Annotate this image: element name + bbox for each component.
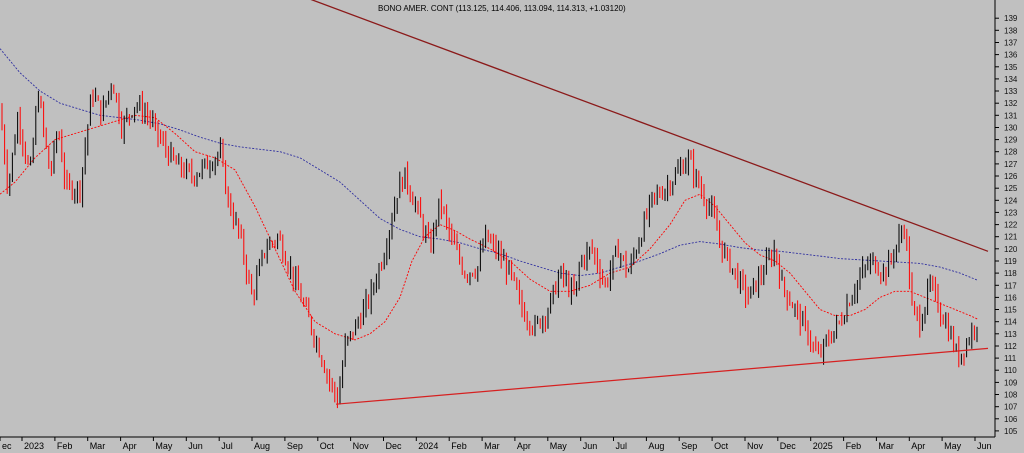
support-trendline xyxy=(335,347,989,405)
ma-short-layer xyxy=(0,114,979,341)
y-tick-label: 113 xyxy=(1004,330,1017,339)
y-tick-label: 110 xyxy=(1004,366,1017,375)
y-tick-label: 126 xyxy=(1004,172,1018,181)
y-axis: 105 106 107 108 109 110 111 112 113 114 115 116 117 1… xyxy=(994,0,1018,437)
x-tick-label: Nov xyxy=(747,441,764,451)
y-tick-label: 136 xyxy=(1004,51,1018,60)
y-tick-label: 118 xyxy=(1004,269,1017,278)
x-tick-label: Nov xyxy=(353,441,370,451)
y-tick-label: 130 xyxy=(1004,124,1018,133)
x-tick-label: Jun xyxy=(188,441,203,451)
y-tick-label: 124 xyxy=(1004,196,1018,205)
x-tick-label: Feb xyxy=(57,441,73,451)
trendlines-layer xyxy=(310,0,989,405)
y-tick-label: 119 xyxy=(1004,257,1017,266)
y-tick-label: 117 xyxy=(1004,281,1017,290)
x-tick-label: Jul xyxy=(221,441,233,451)
x-axis: ec 2023 Feb Mar Apr May Jun Jul Aug Sep Oct Nov Dec 2… xyxy=(0,436,995,451)
ma-short-line xyxy=(0,114,979,341)
y-tick-label: 132 xyxy=(1004,99,1018,108)
y-tick-label: 109 xyxy=(1004,378,1018,387)
x-tick-label: Oct xyxy=(320,441,335,451)
chart-title: BONO AMER. CONT (113.125, 114.406, 113.0… xyxy=(378,4,626,13)
x-tick-label: 2025 xyxy=(813,441,833,451)
x-tick-label: Apr xyxy=(123,441,137,451)
y-tick-label: 127 xyxy=(1004,160,1018,169)
x-tick-label: Sep xyxy=(681,441,697,451)
candles-layer xyxy=(1,83,978,409)
x-tick-label: Mar xyxy=(878,441,894,451)
x-tick-label: Apr xyxy=(517,441,531,451)
y-tick-label: 108 xyxy=(1004,391,1018,400)
y-tick-label: 112 xyxy=(1004,342,1017,351)
x-tick-label: Mar xyxy=(484,441,500,451)
y-tick-label: 131 xyxy=(1004,111,1018,120)
y-tick-label: 125 xyxy=(1004,184,1018,193)
y-tick-label: 106 xyxy=(1004,415,1018,424)
x-tick-label: Jul xyxy=(616,441,628,451)
y-tick-label: 120 xyxy=(1004,245,1018,254)
y-tick-label: 121 xyxy=(1004,233,1018,242)
x-tick-label: Oct xyxy=(714,441,729,451)
x-tick-label: Mar xyxy=(90,441,106,451)
y-tick-label: 111 xyxy=(1004,354,1017,363)
x-tick-label: Aug xyxy=(648,441,664,451)
x-tick-label: Feb xyxy=(451,441,467,451)
y-tick-label: 105 xyxy=(1004,427,1018,436)
x-tick-label: May xyxy=(944,441,962,451)
x-tick-label: Apr xyxy=(911,441,925,451)
y-tick-label: 107 xyxy=(1004,403,1018,412)
x-tick-label: 2023 xyxy=(24,441,44,451)
y-tick-label: 123 xyxy=(1004,208,1018,217)
x-tick-label: May xyxy=(155,441,173,451)
y-tick-label: 139 xyxy=(1004,14,1018,23)
y-tick-label: 133 xyxy=(1004,87,1018,96)
y-tick-label: 129 xyxy=(1004,136,1018,145)
x-tick-label: 2024 xyxy=(418,441,438,451)
x-tick-label: Dec xyxy=(780,441,797,451)
x-tick-label: Jun xyxy=(977,441,992,451)
y-tick-label: 115 xyxy=(1004,306,1017,315)
x-tick-label: Sep xyxy=(287,441,303,451)
y-tick-label: 134 xyxy=(1004,75,1018,84)
y-tick-label: 137 xyxy=(1004,39,1018,48)
resistance-trendline xyxy=(310,0,989,252)
x-tick-label: Aug xyxy=(254,441,270,451)
x-tick-label: Feb xyxy=(846,441,862,451)
x-tick-label: ec xyxy=(2,441,12,451)
y-tick-label: 135 xyxy=(1004,63,1018,72)
x-tick-label: May xyxy=(550,441,568,451)
x-tick-label: Jun xyxy=(583,441,598,451)
y-tick-label: 128 xyxy=(1004,148,1018,157)
y-tick-label: 138 xyxy=(1004,26,1018,35)
y-tick-label: 122 xyxy=(1004,221,1018,230)
y-tick-label: 116 xyxy=(1004,293,1017,302)
y-tick-label: 114 xyxy=(1004,318,1017,327)
x-tick-label: Dec xyxy=(386,441,403,451)
